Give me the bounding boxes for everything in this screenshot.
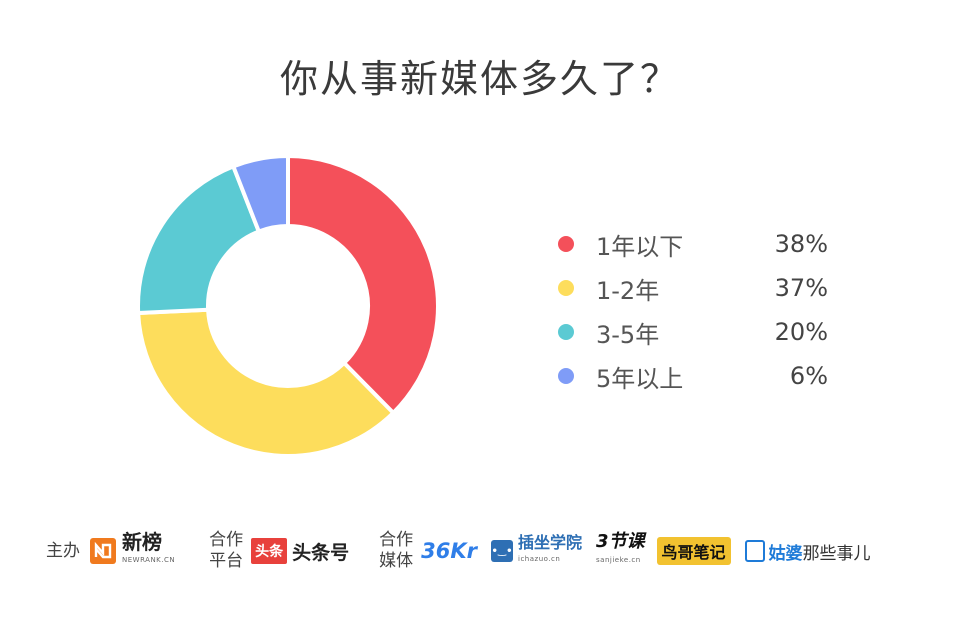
- legend-label: 5年以上: [596, 364, 684, 393]
- legend-value: 37%: [774, 274, 828, 302]
- niaoge-logo[interactable]: 鸟哥笔记: [656, 537, 731, 565]
- chazuo-logo-text: 插坐学院: [518, 533, 583, 552]
- 36kr-logo-text: 36Kr: [421, 539, 477, 563]
- gupo-logo-icon: [744, 540, 765, 562]
- sponsor-footer: 主办 新榜 NEWRANK.CN 合作 平台 头条 头条号 合作 媒体 36Kr…: [46, 526, 926, 576]
- platform-label-line1: 合作: [209, 530, 244, 550]
- slice-3: [136, 163, 262, 316]
- donut-slices: [136, 153, 440, 458]
- legend-item: 1年以下 38%: [558, 222, 828, 266]
- sanjieke-logo-text: 3节课: [596, 531, 645, 552]
- legend-label: 1-2年: [596, 276, 660, 305]
- gupo-logo-text: 姑婆: [768, 543, 803, 564]
- newrank-logo-icon: [90, 538, 116, 564]
- newrank-logo[interactable]: 新榜 NEWRANK.CN: [90, 530, 176, 569]
- toutiao-logo[interactable]: 头条 头条号: [251, 538, 349, 565]
- chart-title: 你从事新媒体多久了？: [279, 57, 680, 101]
- legend-label: 3-5年: [596, 320, 660, 349]
- media-label-line2: 媒体: [379, 551, 414, 571]
- 36kr-logo[interactable]: 36Kr: [421, 539, 477, 563]
- niaoge-logo-text: 鸟哥笔记: [656, 537, 731, 565]
- host-label: 主办: [46, 540, 80, 561]
- legend-value: 6%: [789, 362, 828, 390]
- legend-item: 1-2年 37%: [558, 266, 828, 310]
- slice-1: [286, 153, 440, 416]
- legend-value: 38%: [774, 230, 828, 258]
- media-label-line1: 合作: [379, 530, 414, 550]
- platform-label: 合作 平台: [209, 530, 243, 572]
- slice-4: [230, 153, 290, 235]
- newrank-logo-text: 新榜: [122, 530, 162, 554]
- legend-item: 3-5年 20%: [558, 310, 828, 354]
- toutiao-badge: 头条: [251, 538, 288, 564]
- media-label: 合作 媒体: [379, 530, 413, 572]
- slice-2: [136, 307, 397, 458]
- newrank-logo-sub: NEWRANK.CN: [122, 556, 176, 564]
- sanjieke-logo-sub: sanjieke.cn: [596, 556, 641, 564]
- legend-label: 1年以下: [596, 232, 684, 261]
- gupo-logo[interactable]: 姑婆 那些事儿: [744, 539, 871, 564]
- legend-dot-icon: [558, 368, 574, 384]
- chazuo-logo-icon: •‿•: [491, 540, 513, 562]
- toutiao-logo-text: 头条号: [292, 541, 350, 564]
- gupo-logo-text2: 那些事儿: [802, 543, 871, 564]
- legend-dot-icon: [558, 236, 574, 252]
- legend-dot-icon: [558, 324, 574, 340]
- legend-value: 20%: [774, 318, 828, 346]
- legend-item: 5年以上 6%: [558, 354, 828, 398]
- sanjieke-logo[interactable]: 3节课 sanjieke.cn: [596, 533, 645, 569]
- platform-label-line2: 平台: [209, 551, 244, 571]
- chazuo-logo[interactable]: •‿• 插坐学院 ichazuo.cn: [491, 534, 582, 568]
- legend-dot-icon: [558, 280, 574, 296]
- chazuo-logo-sub: ichazuo.cn: [518, 555, 561, 563]
- chart-legend: 1年以下 38% 1-2年 37% 3-5年 20% 5年以上 6%: [558, 222, 828, 398]
